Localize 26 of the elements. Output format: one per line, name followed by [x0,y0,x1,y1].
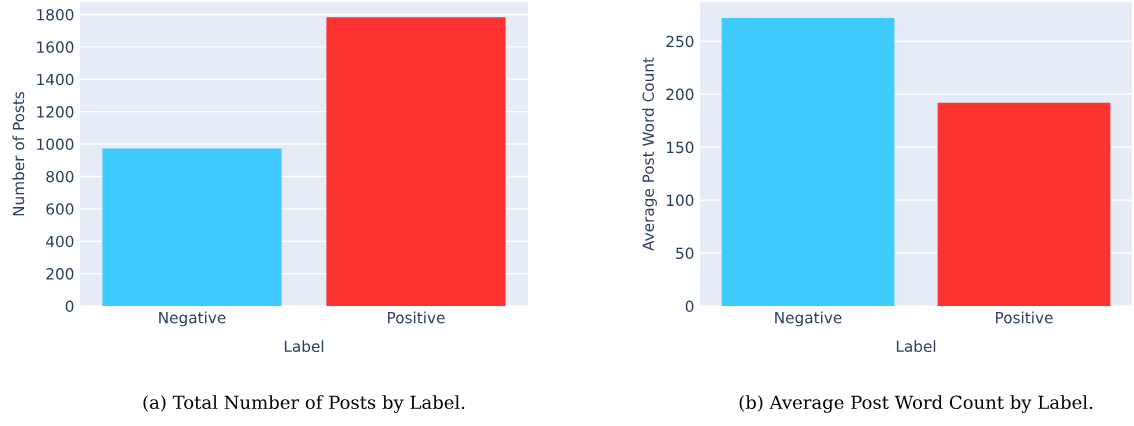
y-axis-title: Number of Posts [12,91,25,216]
y-axis-title: Average Post Word Count [642,57,657,251]
y-tick-label: 250 [666,35,694,48]
y-tick-label: 0 [65,300,74,313]
y-tick-label: 200 [666,88,694,101]
y-tick-label: 150 [666,141,694,154]
y-tick-label: 1800 [37,8,74,21]
x-tick-label: Negative [775,311,842,327]
text: (a) Total Number of Posts by Label. [143,395,465,413]
x-tick-label: Positive [996,311,1053,324]
y-tick-label: 200 [46,268,74,280]
y-tick-label: 100 [666,194,694,207]
y-tick-label: 600 [46,203,74,215]
y-tick-label: 1400 [37,73,74,86]
x-axis-title: Label [896,340,936,353]
text: (b) Average Post Word Count by Label. [739,395,1093,413]
y-tick-label: 1600 [37,41,74,53]
x-tick-label: Positive [388,311,445,324]
y-tick-label: 400 [46,235,74,248]
y-tick-label: 50 [676,247,694,260]
y-tick-label: 800 [46,170,74,183]
x-tick-label: Negative [159,311,226,327]
x-axis-title: Label [284,340,324,353]
y-tick-label: 0 [685,300,694,313]
y-tick-label: 1200 [37,106,74,118]
y-tick-label: 1000 [37,138,74,151]
